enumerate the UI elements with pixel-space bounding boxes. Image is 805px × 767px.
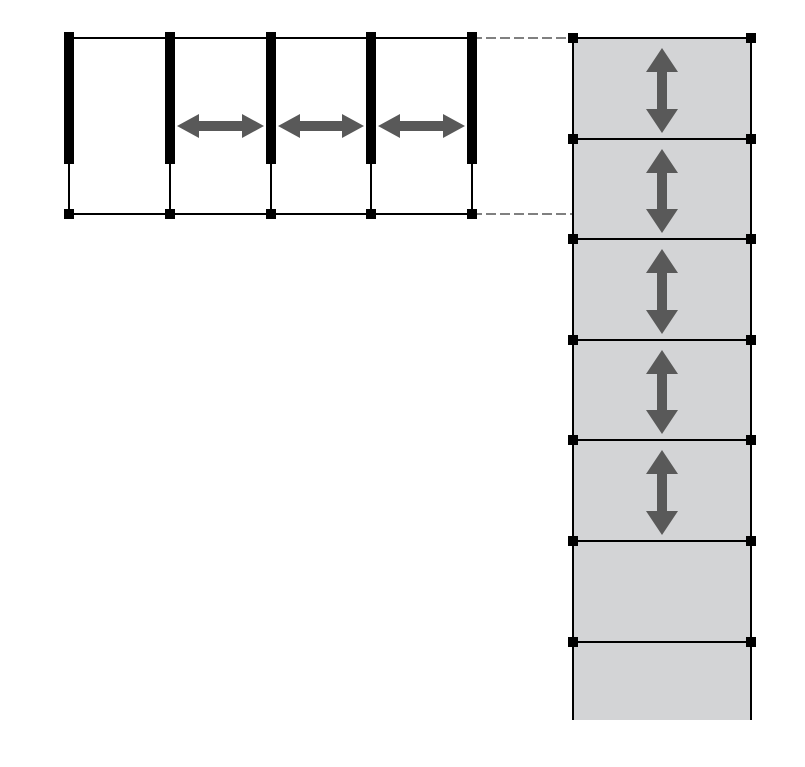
wall-post — [366, 32, 376, 164]
double-headed-vertical-arrow-icon — [646, 450, 678, 535]
square-node-icon — [568, 536, 578, 546]
square-node-icon — [746, 33, 756, 43]
double-headed-horizontal-arrow-icon — [278, 114, 364, 138]
square-node-icon — [568, 234, 578, 244]
double-headed-horizontal-arrow-icon — [378, 114, 465, 138]
square-node-icon — [266, 209, 276, 219]
wall-posts-group — [64, 32, 477, 164]
square-node-icon — [568, 335, 578, 345]
double-headed-horizontal-arrow-icon — [177, 114, 264, 138]
wall-post — [165, 32, 175, 164]
wall-post — [266, 32, 276, 164]
square-node-icon — [746, 134, 756, 144]
nodes-group — [64, 33, 756, 647]
square-node-icon — [568, 435, 578, 445]
square-node-icon — [746, 234, 756, 244]
double-headed-vertical-arrow-icon — [646, 249, 678, 334]
square-node-icon — [64, 209, 74, 219]
wall-post — [467, 32, 477, 164]
square-node-icon — [568, 637, 578, 647]
double-headed-vertical-arrow-icon — [646, 149, 678, 233]
square-node-icon — [746, 335, 756, 345]
square-node-icon — [165, 209, 175, 219]
square-node-icon — [568, 134, 578, 144]
double-headed-vertical-arrow-icon — [646, 350, 678, 434]
square-node-icon — [746, 435, 756, 445]
square-node-icon — [467, 209, 477, 219]
square-node-icon — [746, 637, 756, 647]
square-node-icon — [366, 209, 376, 219]
spacing-arrows-group — [177, 48, 678, 535]
square-node-icon — [568, 33, 578, 43]
double-headed-vertical-arrow-icon — [646, 48, 678, 133]
wall-post — [64, 32, 74, 164]
square-node-icon — [746, 536, 756, 546]
